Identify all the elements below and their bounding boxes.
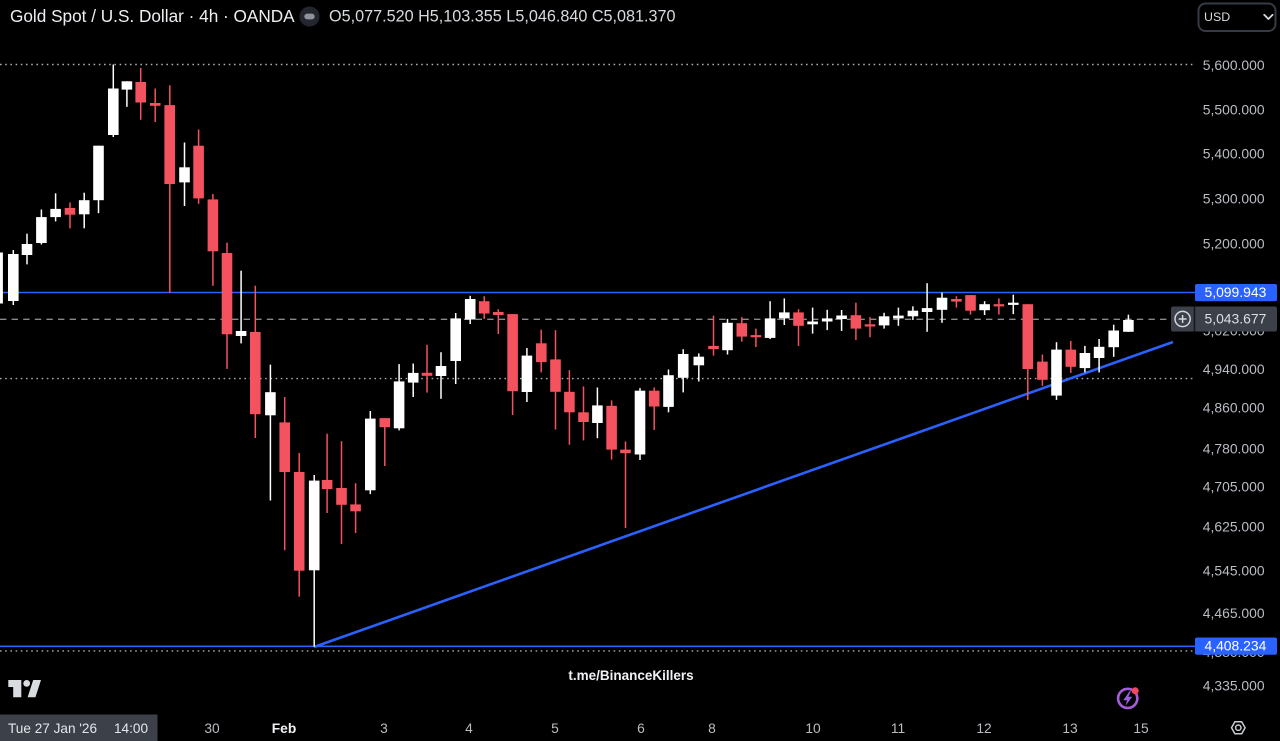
svg-text:5,200.000: 5,200.000	[1203, 236, 1265, 252]
svg-text:4,940.000: 4,940.000	[1203, 361, 1265, 377]
svg-text:11: 11	[891, 721, 905, 736]
svg-text:4,545.000: 4,545.000	[1203, 563, 1265, 579]
svg-text:30: 30	[204, 721, 220, 736]
svg-text:t.me/BinanceKillers: t.me/BinanceKillers	[568, 668, 693, 683]
svg-text:5: 5	[551, 721, 559, 736]
svg-text:4,408.234: 4,408.234	[1205, 638, 1267, 654]
svg-text:USD: USD	[1204, 10, 1230, 24]
svg-text:14:00: 14:00	[114, 721, 148, 736]
svg-text:4,780.000: 4,780.000	[1203, 441, 1265, 457]
svg-text:5,500.000: 5,500.000	[1203, 102, 1265, 118]
svg-text:5,043.677: 5,043.677	[1205, 311, 1267, 327]
svg-text:4,705.000: 4,705.000	[1203, 479, 1265, 495]
svg-text:4,335.000: 4,335.000	[1203, 678, 1265, 694]
svg-text:Feb: Feb	[272, 721, 297, 736]
svg-text:3: 3	[380, 721, 388, 736]
svg-text:5,600.000: 5,600.000	[1203, 57, 1265, 73]
svg-text:15: 15	[1133, 721, 1149, 736]
svg-text:5,400.000: 5,400.000	[1203, 146, 1265, 162]
svg-text:4,625.000: 4,625.000	[1203, 519, 1265, 535]
svg-text:10: 10	[805, 721, 821, 736]
svg-text:13: 13	[1062, 721, 1078, 736]
svg-text:8: 8	[708, 721, 716, 736]
svg-text:12: 12	[976, 721, 991, 736]
svg-text:Tue 27 Jan '26: Tue 27 Jan '26	[8, 721, 97, 736]
svg-text:4,465.000: 4,465.000	[1203, 605, 1265, 621]
svg-text:5,300.000: 5,300.000	[1203, 191, 1265, 207]
svg-text:6: 6	[637, 721, 645, 736]
svg-text:4,860.000: 4,860.000	[1203, 400, 1265, 416]
svg-text:O5,077.520 H5,103.355 L5,046.8: O5,077.520 H5,103.355 L5,046.840 C5,081.…	[329, 8, 676, 26]
svg-text:Gold Spot / U.S. Dollar · 4h ·: Gold Spot / U.S. Dollar · 4h · OANDA	[10, 6, 295, 26]
svg-text:4: 4	[465, 721, 473, 736]
svg-text:5,099.943: 5,099.943	[1205, 284, 1267, 300]
